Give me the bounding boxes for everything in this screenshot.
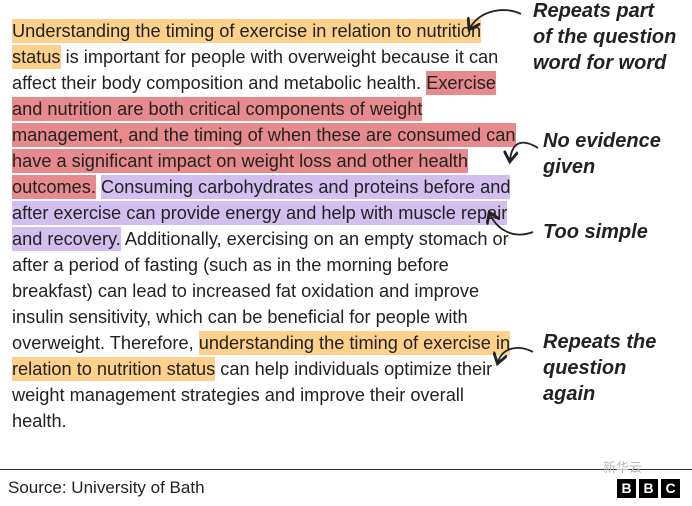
source-credit: Source: University of Bath [8, 478, 205, 497]
note-line: of the question [533, 26, 677, 48]
note-line: Repeats part [533, 0, 655, 22]
logo-block: C [661, 479, 680, 498]
essay-text-plain: is important for people with overweight … [12, 47, 499, 93]
note-line: given [543, 156, 596, 178]
note-line: word for word [533, 52, 667, 74]
note-line: No evidence [543, 130, 661, 152]
essay-paragraph: Understanding the timing of exercise in … [12, 18, 522, 434]
arrow-too-simple [490, 214, 534, 236]
logo-block: B [617, 479, 636, 498]
note-no-evidence: No evidence given [543, 128, 661, 180]
bbc-logo: B B C [617, 479, 680, 498]
logo-block: B [639, 479, 658, 498]
arrow-repeats-part [470, 9, 522, 28]
note-repeats-again: Repeats the question again [543, 329, 656, 407]
note-line: Too simple [543, 221, 648, 243]
footer-divider [0, 469, 692, 470]
essay-text-plain: Additionally, exercising on an empty sto… [12, 229, 509, 353]
note-line: question [543, 357, 627, 379]
note-line: Repeats the [543, 331, 657, 353]
essay-text-plain: can help individuals optimize their weig… [12, 359, 493, 431]
arrow-repeats-again [498, 347, 534, 362]
note-line: again [543, 383, 596, 405]
note-repeats-part: Repeats part of the question word for wo… [533, 0, 676, 76]
note-too-simple: Too simple [543, 219, 648, 245]
watermark: 新华云 [602, 460, 642, 475]
arrow-no-evidence [510, 141, 539, 160]
